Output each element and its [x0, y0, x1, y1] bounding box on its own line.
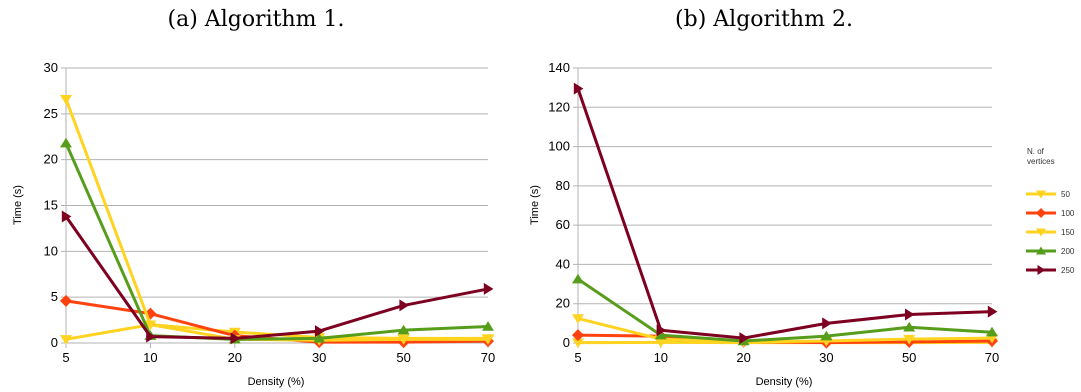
legend: N. of vertices 50 100 150 200 250 — [1026, 147, 1075, 275]
legend-swatch-marker — [1036, 246, 1046, 255]
data-point-250 — [230, 332, 241, 345]
y-tick-label: 40 — [556, 256, 570, 271]
data-point-250 — [987, 305, 998, 318]
chart-algorithm-1: (a) Algorithm 1. Density (%) Time (s) 05… — [12, 7, 495, 388]
x-tick-label: 30 — [819, 350, 833, 365]
data-point-200 — [60, 137, 72, 148]
data-point-200 — [397, 324, 410, 335]
caption-algorithm-2: (b) Algorithm 2. — [675, 7, 853, 32]
legend-title-line1: N. of — [1027, 147, 1045, 156]
data-point-150 — [397, 335, 410, 345]
data-point-50 — [572, 338, 584, 349]
y-tick-label: 10 — [44, 243, 58, 258]
x-tick-label: 10 — [143, 350, 157, 365]
x-axis-label: Density (%) — [756, 376, 813, 388]
data-point-150 — [60, 94, 72, 105]
y-tick-label: 140 — [548, 60, 570, 75]
data-point-150 — [482, 335, 494, 345]
data-point-250 — [739, 332, 749, 345]
data-point-200 — [572, 273, 584, 284]
data-point-100 — [60, 294, 72, 307]
legend-label-250: 250 — [1061, 266, 1075, 275]
legend-title-line2: vertices — [1027, 157, 1055, 166]
y-tick-label: 20 — [44, 152, 58, 167]
y-tick-label: 5 — [51, 289, 58, 304]
x-tick-label: 5 — [62, 350, 69, 365]
y-tick-label: 0 — [563, 335, 570, 350]
x-tick-label: 20 — [736, 350, 750, 365]
data-point-100 — [572, 329, 584, 342]
series-line-250 — [576, 88, 993, 340]
y-tick-label: 15 — [44, 198, 58, 213]
data-point-250 — [315, 325, 325, 338]
series-line-200 — [64, 142, 489, 341]
y-tick-label: 25 — [44, 106, 58, 121]
y-axis-label: Time (s) — [529, 185, 541, 225]
x-tick-label: 50 — [902, 350, 916, 365]
legend-swatch-marker — [1037, 265, 1046, 275]
data-point-150 — [572, 314, 584, 324]
y-tick-label: 60 — [556, 217, 570, 232]
legend-swatch-marker — [1036, 208, 1046, 218]
data-point-50 — [60, 335, 72, 345]
y-axis-label: Time (s) — [12, 185, 24, 225]
data-point-250 — [483, 282, 494, 295]
data-point-250 — [905, 308, 915, 321]
data-point-150 — [144, 320, 157, 331]
y-tick-label: 100 — [548, 139, 570, 154]
x-tick-label: 10 — [654, 350, 668, 365]
data-point-200 — [820, 330, 833, 341]
x-tick-label: 30 — [312, 350, 326, 365]
data-point-200 — [903, 321, 916, 332]
data-point-150 — [903, 334, 916, 345]
y-tick-label: 20 — [556, 296, 570, 311]
series-line-250 — [64, 215, 489, 340]
data-point-200 — [482, 321, 494, 331]
x-tick-label: 70 — [985, 350, 999, 365]
data-point-250 — [656, 324, 667, 337]
legend-label-100: 100 — [1061, 209, 1075, 218]
x-tick-label: 50 — [396, 350, 410, 365]
data-point-250 — [146, 330, 156, 343]
y-tick-label: 0 — [51, 335, 58, 350]
y-tick-label: 120 — [548, 99, 570, 114]
data-point-200 — [986, 326, 998, 337]
series-line-200 — [577, 277, 993, 343]
data-point-250 — [399, 299, 409, 312]
legend-label-150: 150 — [1061, 228, 1075, 237]
caption-algorithm-1: (a) Algorithm 1. — [168, 7, 345, 32]
data-point-250 — [573, 82, 584, 95]
y-tick-label: 30 — [44, 60, 58, 75]
series-line-150 — [577, 316, 993, 344]
legend-label-200: 200 — [1061, 247, 1075, 256]
x-axis-label: Density (%) — [248, 376, 305, 388]
data-point-200 — [654, 329, 667, 340]
data-point-200 — [313, 333, 326, 343]
data-point-250 — [61, 210, 72, 223]
legend-swatch-marker — [1036, 228, 1046, 237]
series-line-50 — [65, 323, 488, 341]
x-tick-label: 20 — [228, 350, 242, 365]
x-tick-label: 70 — [481, 350, 495, 365]
data-point-250 — [822, 317, 832, 330]
x-tick-label: 5 — [574, 350, 581, 365]
chart-algorithm-2: (b) Algorithm 2. Density (%) Time (s) 0 2… — [529, 7, 999, 388]
y-tick-label: 80 — [556, 178, 570, 193]
legend-label-50: 50 — [1061, 190, 1070, 199]
legend-swatch-marker — [1036, 190, 1046, 199]
